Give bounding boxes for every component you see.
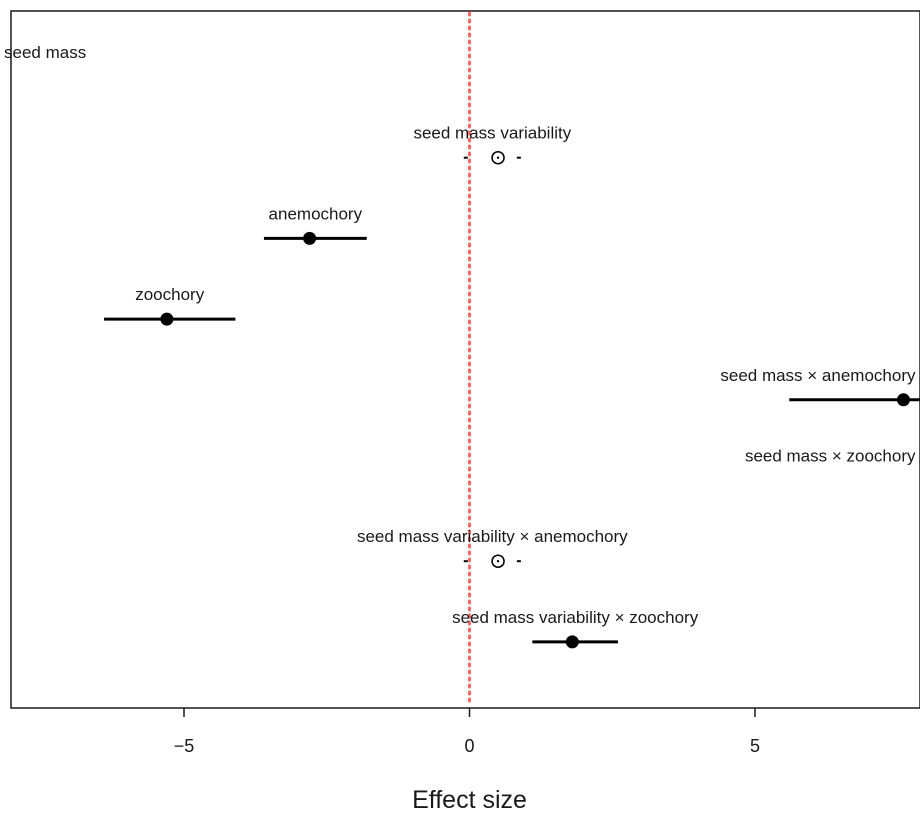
effect-row: seed mass variability × anemochory xyxy=(357,527,628,568)
effect-row: seed mass variability xyxy=(413,124,572,165)
x-axis-ticks: −15−10−5051015 xyxy=(174,708,760,756)
effect-points: seed mass seed mass variability anemochory… xyxy=(4,43,920,649)
x-tick-label: −5 xyxy=(174,736,195,756)
effect-row: seed mass × zoochory xyxy=(745,447,916,466)
x-tick-label: 5 xyxy=(750,736,760,756)
effect-label: seed mass xyxy=(4,43,86,62)
estimate-marker-center xyxy=(496,156,500,159)
effect-row: seed mass × anemochory xyxy=(720,366,920,407)
plot-frame xyxy=(10,10,920,709)
effect-label: seed mass variability × anemochory xyxy=(357,527,628,546)
effect-label: seed mass variability × zoochory xyxy=(452,608,699,627)
effect-label: seed mass × anemochory xyxy=(720,366,916,385)
effect-label: anemochory xyxy=(269,204,363,223)
x-axis-title: Effect size xyxy=(412,786,527,813)
estimate-marker xyxy=(896,393,910,407)
effect-row: seed mass variability × zoochory xyxy=(452,608,699,649)
effect-label: seed mass variability xyxy=(413,124,571,143)
effect-label: zoochory xyxy=(135,285,204,304)
effect-row: seed mass xyxy=(4,43,86,62)
x-tick-label: 0 xyxy=(464,736,474,756)
effect-label: seed mass × zoochory xyxy=(745,447,916,466)
estimate-marker xyxy=(160,312,174,326)
effect-row: zoochory xyxy=(104,285,236,326)
estimate-marker-center xyxy=(496,560,500,563)
estimate-marker xyxy=(565,635,579,649)
estimate-marker xyxy=(303,231,317,245)
effect-row: anemochory xyxy=(263,204,367,245)
